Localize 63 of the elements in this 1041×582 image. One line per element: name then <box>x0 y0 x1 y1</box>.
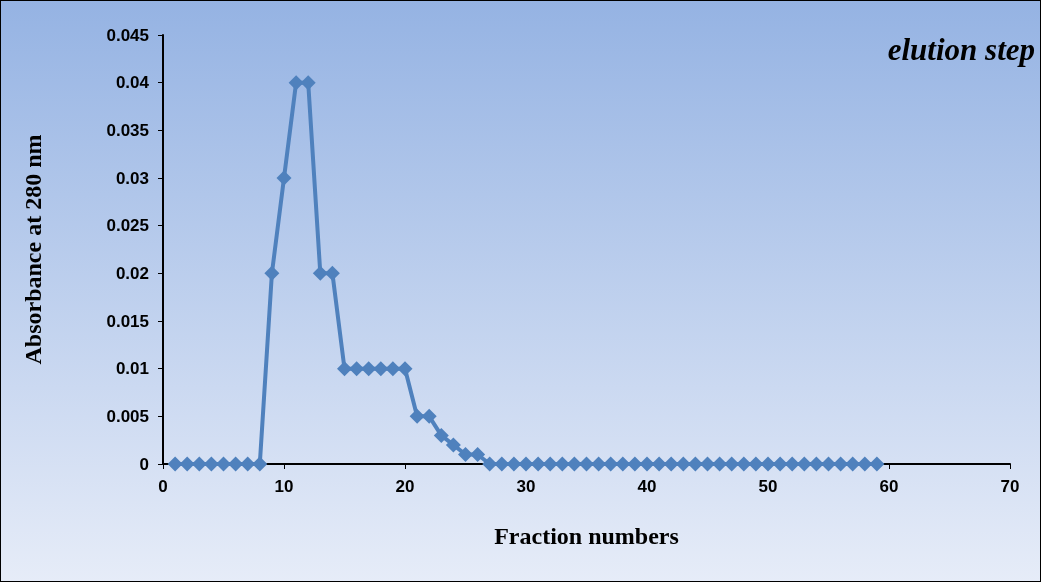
point <box>179 456 195 472</box>
point <box>409 408 425 424</box>
x-tick-label: 30 <box>516 477 536 496</box>
point <box>312 265 328 281</box>
chart-title: elution step <box>887 32 1035 67</box>
point <box>494 456 510 472</box>
point <box>506 456 522 472</box>
point <box>639 456 655 472</box>
point <box>518 456 534 472</box>
point <box>772 456 788 472</box>
point <box>760 456 776 472</box>
point <box>385 361 401 377</box>
point <box>663 456 679 472</box>
point <box>470 446 486 462</box>
point <box>615 456 631 472</box>
point <box>651 456 667 472</box>
point <box>530 456 546 472</box>
point <box>579 456 594 472</box>
point <box>857 456 873 472</box>
point <box>288 75 304 91</box>
point <box>167 456 183 472</box>
point <box>748 456 764 472</box>
y-tick-label: 0 <box>139 454 149 474</box>
point <box>264 265 280 281</box>
point <box>373 361 389 377</box>
x-tick-label: 40 <box>637 477 657 496</box>
y-tick-label: 0.03 <box>115 168 149 188</box>
point <box>627 456 643 472</box>
point <box>300 75 316 91</box>
y-axis-title: Absorbance at 280 nm <box>20 134 46 365</box>
y-tick-label: 0.045 <box>106 25 149 45</box>
point <box>458 446 473 462</box>
point <box>784 456 800 472</box>
point <box>216 456 231 472</box>
point <box>433 427 449 443</box>
x-tick-label: 10 <box>274 477 294 496</box>
x-tick-label: 70 <box>1000 477 1020 496</box>
y-tick-label: 0.005 <box>106 406 149 426</box>
x-axis-title: Fraction numbers <box>494 523 679 549</box>
point <box>869 456 885 472</box>
y-tick-label: 0.01 <box>115 359 149 379</box>
point <box>252 456 268 472</box>
y-tick-label: 0.015 <box>106 311 149 331</box>
point <box>821 456 836 472</box>
point <box>324 265 340 281</box>
y-tick-label: 0.025 <box>106 216 149 236</box>
x-tick-label: 60 <box>879 477 899 496</box>
point <box>421 408 437 424</box>
point <box>361 361 377 377</box>
point <box>736 456 752 472</box>
y-tick-label: 0.035 <box>106 120 149 140</box>
point <box>337 361 352 377</box>
y-tick-label: 0.02 <box>115 263 149 283</box>
x-tick-label: 50 <box>758 477 778 496</box>
point <box>445 437 461 453</box>
point <box>397 361 413 377</box>
point <box>542 456 558 472</box>
y-tick-label: 0.04 <box>115 73 150 93</box>
point <box>276 170 292 186</box>
x-tick-label: 0 <box>158 477 168 496</box>
point <box>349 361 365 377</box>
x-tick-label: 20 <box>395 477 415 496</box>
point <box>700 456 715 472</box>
